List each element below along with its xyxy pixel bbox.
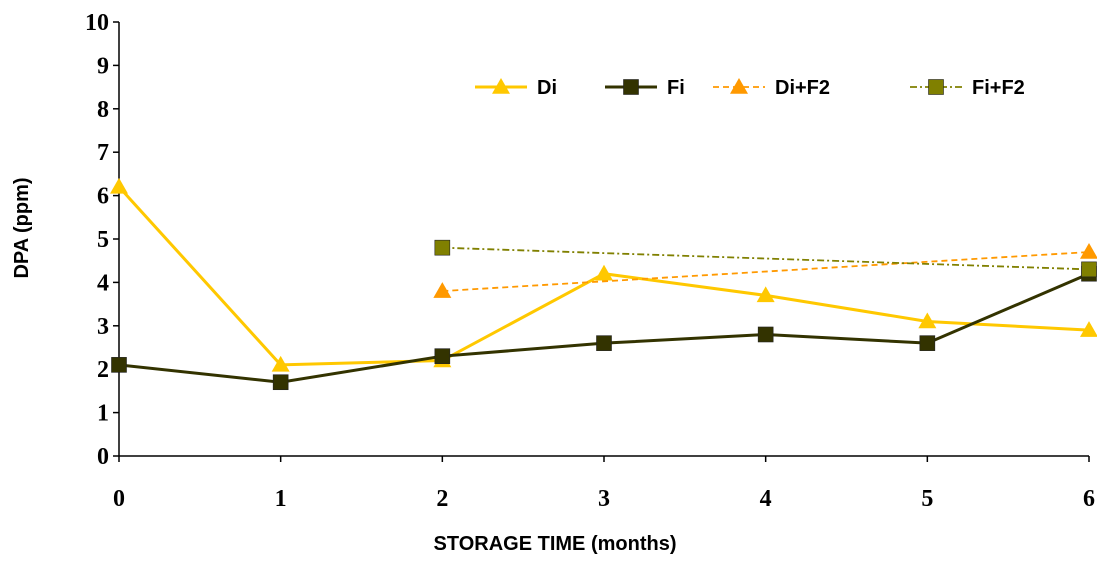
data-point-di-f2 (433, 282, 452, 298)
x-tick-label: 6 (1083, 486, 1095, 512)
x-tick-label: 5 (921, 486, 933, 512)
y-tick-label: 7 (97, 140, 109, 166)
legend-marker (492, 78, 510, 94)
data-point-di (595, 264, 613, 281)
y-tick-label: 5 (97, 227, 109, 253)
data-point-di (110, 177, 128, 194)
legend-label: Di+F2 (775, 77, 830, 99)
series-line-fi (118, 272, 1090, 384)
series-line-di-f2 (442, 251, 1090, 292)
y-tick-label: 3 (97, 314, 109, 340)
x-tick-labels: 0 1 2 3 4 5 6 (113, 456, 1095, 512)
data-point-di (756, 286, 775, 303)
y-tick-label: 6 (97, 184, 109, 210)
series-layer (110, 177, 1097, 391)
legend-label: Fi+F2 (972, 77, 1025, 99)
legend-item-fi-f2: Fi+F2 (910, 77, 1025, 99)
data-point-fi (434, 348, 451, 364)
data-point-di (1080, 321, 1097, 337)
data-point-di-f2 (1080, 243, 1097, 259)
y-tick-label: 9 (97, 53, 109, 79)
x-tick-label: 1 (275, 486, 287, 512)
x-tick-label: 0 (113, 486, 125, 512)
series-fi (111, 265, 1097, 391)
legend-label: Fi (667, 77, 685, 99)
y-tick-label: 4 (97, 270, 109, 296)
data-point-fi (757, 326, 774, 343)
legend-label: Di (537, 77, 557, 99)
y-axis-title: DPA (ppm) (11, 177, 33, 278)
y-tick-label: 2 (97, 357, 109, 383)
x-axis-title: STORAGE TIME (months) (434, 533, 677, 555)
legend-item-fi: Fi (605, 77, 685, 99)
series-line-fi-f2 (442, 246, 1090, 271)
legend: Di Fi Di+F2 Fi+F2 (475, 77, 1025, 99)
legend-item-di: Di (475, 77, 557, 99)
y-tick-label: 0 (97, 444, 109, 470)
data-point-fi (272, 374, 289, 391)
x-tick-label: 3 (598, 486, 610, 512)
legend-marker (730, 78, 748, 94)
legend-marker (928, 79, 944, 95)
data-point-di (918, 312, 937, 329)
data-point-fi (919, 335, 936, 351)
legend-marker (623, 79, 639, 95)
legend-item-di-f2: Di+F2 (713, 77, 830, 99)
y-tick-label: 8 (97, 97, 109, 123)
x-tick-label: 4 (760, 486, 772, 512)
data-point-fi (111, 357, 127, 373)
data-point-fi-f2 (434, 239, 451, 256)
y-tick-labels: 0 1 2 3 4 5 6 7 8 9 10 (85, 10, 119, 470)
x-tick-label: 2 (436, 486, 448, 512)
data-point-di (271, 355, 290, 372)
data-point-fi-f2 (1081, 261, 1097, 278)
y-tick-label: 1 (97, 401, 109, 427)
series-di-f2 (433, 243, 1097, 298)
data-point-fi (596, 335, 612, 351)
y-tick-label: 10 (85, 10, 109, 36)
